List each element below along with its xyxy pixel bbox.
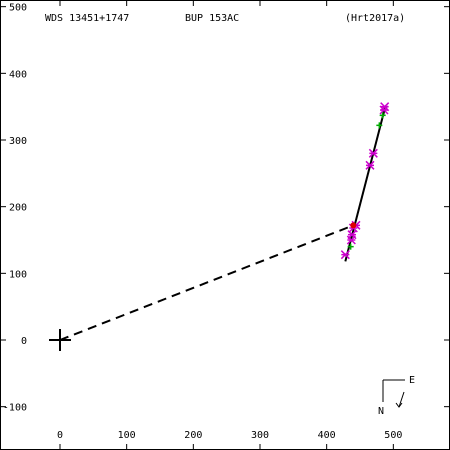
x-tick-label: 400 xyxy=(318,430,336,441)
y-tick-label: 300 xyxy=(9,136,27,147)
asterisk-stroke xyxy=(380,102,390,112)
x-tick-label: 0 xyxy=(57,430,63,441)
measurement-marks xyxy=(340,102,390,260)
motion-arrow-icon xyxy=(398,391,405,408)
measurement-point-plus xyxy=(347,243,354,250)
measurement-point-asterisk xyxy=(365,160,375,170)
measurement-point-plus xyxy=(376,122,383,129)
x-tick-label: 500 xyxy=(384,430,402,441)
asterisk-stroke xyxy=(365,160,375,170)
asterisk-stroke xyxy=(368,148,378,158)
y-tick-label: 400 xyxy=(9,69,27,80)
y-tick-label: 500 xyxy=(9,3,27,14)
asterisk-stroke xyxy=(347,230,357,240)
measurement-point-asterisk xyxy=(340,250,350,260)
y-tick-label: 0 xyxy=(21,336,27,347)
discoverer-designation: BUP 153AC xyxy=(185,13,239,24)
measurement-point-dot xyxy=(350,222,357,229)
x-tick-label: 300 xyxy=(251,430,269,441)
motion-arrowhead-icon xyxy=(395,402,403,408)
x-tick-label: 200 xyxy=(184,430,202,441)
measurement-point-plus xyxy=(379,112,386,119)
reference-code: (Hrt2017a) xyxy=(345,13,405,24)
asterisk-stroke xyxy=(340,250,350,260)
measurement-point-asterisk xyxy=(380,102,390,112)
compass-north-label: N xyxy=(378,406,384,417)
wds-designation: WDS 13451+1747 xyxy=(45,13,129,24)
compass-east-label: E xyxy=(409,375,415,386)
y-tick-label: 200 xyxy=(9,203,27,214)
y-tick-label: 100 xyxy=(9,269,27,280)
x-tick-label: 100 xyxy=(118,430,136,441)
measurement-point-asterisk xyxy=(368,148,378,158)
primary-to-orbit-connector xyxy=(59,224,354,341)
compass: E N xyxy=(378,375,415,417)
y-tick-label: -100 xyxy=(3,403,27,414)
